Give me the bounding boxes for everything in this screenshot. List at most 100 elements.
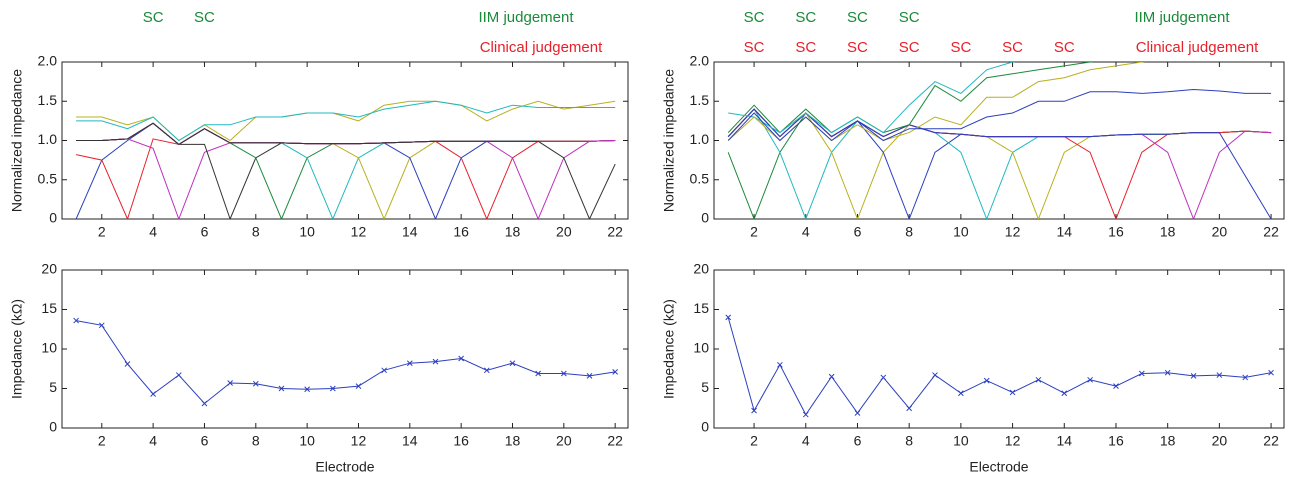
point-marker xyxy=(304,386,310,393)
point-marker xyxy=(751,407,757,414)
y-axis-label: Impedance (kΩ) xyxy=(9,299,25,399)
x-tick-label: 4 xyxy=(802,224,810,240)
x-tick-label: 16 xyxy=(1108,224,1124,240)
point-marker xyxy=(1061,390,1068,397)
y-tick-label: 2.0 xyxy=(690,53,710,69)
sc-label: SC xyxy=(847,9,868,26)
series-line xyxy=(76,320,616,405)
x-tick-label: 20 xyxy=(1212,433,1228,449)
point-marker xyxy=(906,405,913,412)
point-marker xyxy=(1035,376,1042,383)
x-tick-label: 6 xyxy=(201,433,209,449)
sc-label: SC xyxy=(744,9,765,26)
y-tick-label: 15 xyxy=(693,300,709,316)
series-line xyxy=(727,108,1272,219)
y-tick-label: 1.0 xyxy=(38,131,58,147)
y-tick-label: 0.5 xyxy=(38,170,58,186)
series-line xyxy=(76,122,616,219)
sc-label: SC xyxy=(744,39,765,56)
point-marker xyxy=(278,385,285,392)
sc-label: SC xyxy=(194,9,215,26)
panel: 0 0.5 1.0 1.5 2.0 2 4 6 8 10 12 14 16 18 20 22 Normalize… xyxy=(661,9,1285,240)
x-tick-label: 10 xyxy=(953,224,969,240)
x-tick-label: 16 xyxy=(1108,433,1124,449)
plot-area xyxy=(75,100,616,219)
plot-area xyxy=(725,314,1274,418)
x-tick-label: 20 xyxy=(556,433,572,449)
x-tick-label: 20 xyxy=(556,224,572,240)
series-line xyxy=(76,122,616,219)
series-line xyxy=(75,128,616,219)
x-tick-label: 14 xyxy=(1056,433,1072,449)
point-marker xyxy=(983,377,990,384)
x-tick-label: 8 xyxy=(252,433,260,449)
sc-label: SC xyxy=(899,39,920,56)
point-marker xyxy=(828,373,835,380)
point-marker xyxy=(586,373,593,379)
point-marker xyxy=(483,367,490,374)
point-marker xyxy=(560,370,567,377)
x-tick-label: 2 xyxy=(98,433,106,449)
axes-box xyxy=(61,269,629,429)
y-tick-label: 2.0 xyxy=(38,53,58,69)
point-marker xyxy=(1009,389,1016,396)
y-tick-label: 20 xyxy=(41,261,57,277)
x-axis-label: Electrode xyxy=(315,459,374,475)
series-line xyxy=(76,122,616,219)
point-marker xyxy=(1216,372,1223,378)
series-line xyxy=(76,122,616,219)
sc-label: SC xyxy=(847,39,868,56)
y-tick-label: 0 xyxy=(49,419,57,435)
x-tick-label: 10 xyxy=(299,224,315,240)
x-tick-label: 8 xyxy=(905,224,913,240)
series-line xyxy=(727,108,1272,219)
x-tick-label: 18 xyxy=(1160,224,1176,240)
series-line xyxy=(727,108,1272,219)
y-axis-label: Normalized impedance xyxy=(9,69,25,212)
x-tick-label: 6 xyxy=(854,224,862,240)
x-tick-label: 2 xyxy=(750,433,758,449)
series-line xyxy=(728,62,1016,134)
sc-label: SC xyxy=(950,39,971,56)
point-marker xyxy=(535,370,542,377)
sc-label: SC xyxy=(1054,39,1075,56)
series-line xyxy=(727,108,1272,219)
judgement-label: IIM judgement xyxy=(1134,9,1230,26)
plot-area xyxy=(73,317,619,407)
y-axis-label: Normalized impedance xyxy=(661,69,677,212)
point-marker xyxy=(802,411,809,418)
point-marker xyxy=(1113,383,1119,389)
sc-label: SC xyxy=(795,39,816,56)
y-axis-label: Impedance (kΩ) xyxy=(661,299,677,399)
y-tick-label: 5 xyxy=(49,379,57,395)
point-marker xyxy=(1268,369,1274,376)
series-line xyxy=(727,112,1272,219)
y-tick-label: 1.0 xyxy=(690,131,710,147)
point-marker xyxy=(1138,370,1145,377)
point-marker xyxy=(880,374,887,381)
series-line xyxy=(727,62,1094,134)
x-tick-label: 4 xyxy=(149,224,157,240)
series-line xyxy=(76,122,616,219)
series-line xyxy=(727,62,1146,142)
point-marker xyxy=(458,355,465,362)
point-marker xyxy=(777,361,783,368)
point-marker xyxy=(252,380,259,387)
point-marker xyxy=(854,410,861,416)
point-marker xyxy=(509,360,516,367)
x-tick-label: 8 xyxy=(905,433,913,449)
x-tick-label: 2 xyxy=(98,224,106,240)
axes-box xyxy=(61,61,629,220)
sc-label: SC xyxy=(899,9,920,26)
series-line xyxy=(727,108,1272,219)
sc-label: SC xyxy=(143,9,164,26)
y-tick-label: 0 xyxy=(701,419,709,435)
x-tick-label: 20 xyxy=(1212,224,1228,240)
panel: 0 0.5 1.0 1.5 2.0 2 4 6 8 10 12 14 16 18 20 22 Normalize… xyxy=(9,9,629,240)
plot-area xyxy=(727,62,1272,219)
panel: 0 5 10 15 20 2 4 6 8 10 12 14 16 18 20 22 Impedance (kΩ)… xyxy=(9,261,629,475)
x-tick-label: 22 xyxy=(607,433,623,449)
x-tick-label: 6 xyxy=(201,224,209,240)
series-line xyxy=(727,108,1272,219)
sc-label: SC xyxy=(1002,39,1023,56)
